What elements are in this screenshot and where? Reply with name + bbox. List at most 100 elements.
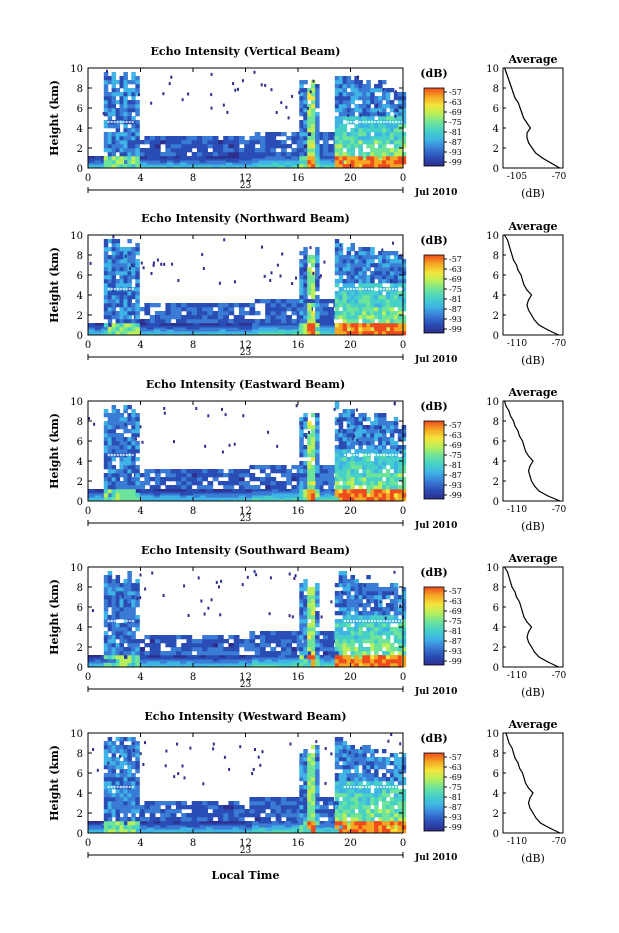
echo-cell bbox=[347, 255, 352, 259]
echo-cell bbox=[123, 493, 128, 497]
echo-cell bbox=[151, 572, 153, 575]
echo-cell bbox=[398, 635, 403, 639]
echo-cell bbox=[135, 651, 140, 655]
echo-cell bbox=[304, 268, 306, 271]
echo-cell bbox=[366, 461, 371, 465]
echo-cell bbox=[394, 635, 399, 639]
echo-cell bbox=[135, 104, 140, 108]
echo-cell bbox=[386, 132, 391, 136]
echo-cell bbox=[343, 80, 348, 84]
echo-cell bbox=[207, 651, 213, 655]
echo-cell bbox=[135, 120, 140, 124]
echo-cell bbox=[386, 627, 391, 631]
echo-cell bbox=[127, 413, 131, 417]
echo-cell bbox=[307, 279, 312, 283]
echo-cell bbox=[362, 437, 367, 441]
echo-cell bbox=[335, 263, 340, 267]
echo-cell bbox=[386, 323, 391, 327]
echo-cell bbox=[239, 469, 245, 473]
echo-cell bbox=[358, 587, 363, 591]
echo-cell bbox=[311, 156, 316, 160]
echo-cell bbox=[276, 651, 282, 655]
echo-cell bbox=[286, 635, 292, 639]
echo-cell bbox=[354, 461, 359, 465]
x-tick-label: 4 bbox=[137, 340, 143, 351]
echo-cell bbox=[315, 493, 320, 497]
echo-cell bbox=[339, 453, 344, 457]
echo-cell bbox=[249, 307, 255, 311]
echo-cell bbox=[165, 307, 171, 311]
echo-cell bbox=[193, 655, 200, 658]
echo-cell bbox=[223, 485, 229, 489]
echo-cell bbox=[131, 591, 136, 595]
echo-cell bbox=[135, 315, 140, 319]
echo-cell bbox=[226, 156, 233, 159]
echo-cell bbox=[202, 140, 208, 144]
echo-cell bbox=[299, 327, 304, 331]
echo-cell bbox=[362, 659, 367, 663]
echo-cell bbox=[315, 116, 320, 120]
echo-cell bbox=[165, 485, 171, 489]
echo-cell bbox=[402, 433, 407, 437]
echo-cell bbox=[378, 465, 383, 469]
echo-cell bbox=[339, 631, 344, 635]
echo-cell bbox=[297, 639, 303, 643]
echo-cell bbox=[315, 623, 320, 627]
echo-cell bbox=[186, 303, 192, 307]
echo-cell bbox=[127, 144, 131, 148]
echo-cell bbox=[276, 303, 282, 307]
echo-cell bbox=[150, 140, 156, 144]
average-profile-point bbox=[526, 636, 527, 637]
echo-cell bbox=[307, 481, 312, 485]
echo-cell bbox=[104, 485, 109, 489]
average-profile-point bbox=[523, 445, 524, 446]
echo-cell bbox=[150, 477, 156, 481]
echo-cell bbox=[307, 128, 312, 132]
echo-cell bbox=[270, 639, 276, 643]
echo-cell bbox=[374, 473, 379, 477]
echo-cell bbox=[244, 311, 250, 315]
echo-cell bbox=[311, 639, 316, 643]
echo-cell bbox=[104, 271, 109, 275]
y-axis-label: Height (km) bbox=[48, 80, 61, 156]
average-profile-point bbox=[528, 455, 529, 456]
echo-cell bbox=[366, 104, 371, 108]
y-tick-label: 2 bbox=[77, 477, 83, 488]
average-profile-point bbox=[532, 147, 533, 148]
echo-cell bbox=[127, 140, 131, 144]
echo-cell bbox=[120, 485, 125, 489]
echo-cell bbox=[186, 307, 192, 311]
average-profile-point bbox=[534, 651, 535, 652]
echo-cell bbox=[335, 152, 340, 156]
echo-cell bbox=[362, 283, 367, 287]
echo-cell bbox=[303, 311, 308, 315]
echo-cell bbox=[398, 319, 403, 323]
echo-cell bbox=[347, 599, 352, 603]
echo-cell bbox=[382, 429, 387, 433]
echo-cell bbox=[374, 307, 379, 311]
echo-cell bbox=[335, 631, 340, 635]
average-y-tick-label: 2 bbox=[493, 643, 499, 654]
echo-cell bbox=[343, 409, 348, 413]
echo-cell bbox=[299, 80, 304, 84]
echo-cell bbox=[112, 627, 117, 631]
echo-cell bbox=[299, 493, 304, 497]
echo-cell bbox=[390, 615, 395, 619]
colorbar-tick-label: -93 bbox=[449, 148, 462, 157]
echo-cell bbox=[303, 595, 308, 599]
echo-cell bbox=[366, 279, 371, 283]
echo-cell bbox=[374, 437, 379, 441]
echo-cell bbox=[366, 283, 371, 287]
colorbar-tick-label: -63 bbox=[449, 98, 462, 107]
echo-cell bbox=[362, 319, 367, 323]
echo-cell bbox=[181, 635, 187, 639]
echo-cell bbox=[116, 655, 121, 659]
echo-cell bbox=[260, 140, 266, 144]
echo-cell bbox=[335, 643, 340, 647]
echo-cell bbox=[374, 323, 379, 327]
echo-cell bbox=[351, 651, 356, 655]
echo-cell bbox=[165, 303, 171, 307]
echo-cell bbox=[315, 485, 320, 489]
echo-cell bbox=[398, 92, 403, 96]
echo-cell bbox=[402, 275, 407, 279]
